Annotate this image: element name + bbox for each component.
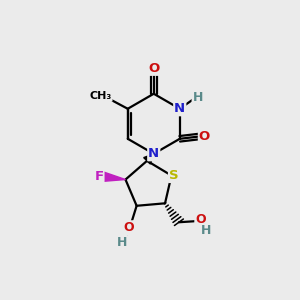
Text: N: N	[148, 147, 159, 160]
Text: O: O	[199, 130, 210, 142]
Text: H: H	[200, 224, 211, 237]
Text: CH₃: CH₃	[89, 91, 112, 101]
Text: H: H	[116, 236, 127, 249]
Text: S: S	[169, 169, 178, 182]
Polygon shape	[144, 154, 154, 164]
Text: F: F	[94, 169, 103, 183]
Polygon shape	[103, 172, 125, 182]
Text: H: H	[193, 92, 203, 104]
Text: N: N	[174, 102, 185, 115]
Text: O: O	[148, 62, 159, 75]
Text: O: O	[195, 213, 206, 226]
Text: O: O	[123, 221, 134, 234]
